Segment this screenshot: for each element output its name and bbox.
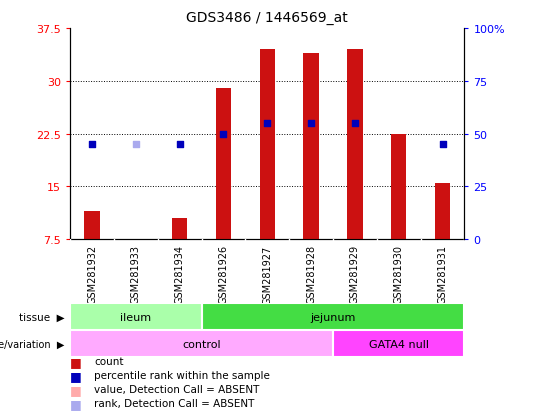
Text: ileum: ileum [120, 312, 151, 322]
Bar [333, 330, 464, 357]
Point [132, 141, 140, 148]
Bar [391, 134, 407, 240]
Text: rank, Detection Call = ABSENT: rank, Detection Call = ABSENT [94, 398, 255, 408]
Title: GDS3486 / 1446569_at: GDS3486 / 1446569_at [186, 11, 348, 25]
Point [219, 131, 228, 138]
Text: ■: ■ [70, 355, 82, 368]
Bar [260, 50, 275, 240]
Bar [435, 183, 450, 240]
Bar [172, 218, 187, 240]
Point [176, 141, 184, 148]
Text: GSM281928: GSM281928 [306, 244, 316, 304]
Text: GSM281929: GSM281929 [350, 244, 360, 304]
Text: GSM281926: GSM281926 [219, 244, 228, 304]
Bar [84, 211, 100, 240]
Text: GSM281930: GSM281930 [394, 244, 404, 304]
Text: control: control [183, 339, 221, 349]
Text: genotype/variation  ▶: genotype/variation ▶ [0, 339, 65, 349]
Bar [347, 50, 362, 240]
Point [263, 121, 272, 127]
Text: GSM281933: GSM281933 [131, 244, 141, 304]
Text: ■: ■ [70, 383, 82, 396]
Point [350, 121, 359, 127]
Text: jejunum: jejunum [310, 312, 356, 322]
Text: value, Detection Call = ABSENT: value, Detection Call = ABSENT [94, 384, 260, 394]
Point [88, 141, 97, 148]
Point [307, 121, 315, 127]
Bar [70, 304, 201, 330]
Text: GSM281927: GSM281927 [262, 244, 272, 304]
Point [438, 141, 447, 148]
Text: GSM281932: GSM281932 [87, 244, 97, 304]
Text: percentile rank within the sample: percentile rank within the sample [94, 370, 271, 380]
Text: ■: ■ [70, 369, 82, 382]
Text: GSM281931: GSM281931 [437, 244, 448, 304]
Bar [70, 330, 333, 357]
Bar [201, 304, 464, 330]
Bar [216, 88, 231, 240]
Text: count: count [94, 356, 124, 366]
Text: ■: ■ [70, 397, 82, 410]
Text: tissue  ▶: tissue ▶ [19, 312, 65, 322]
Text: GSM281934: GSM281934 [175, 244, 185, 304]
Text: GATA4 null: GATA4 null [369, 339, 429, 349]
Bar [303, 54, 319, 240]
